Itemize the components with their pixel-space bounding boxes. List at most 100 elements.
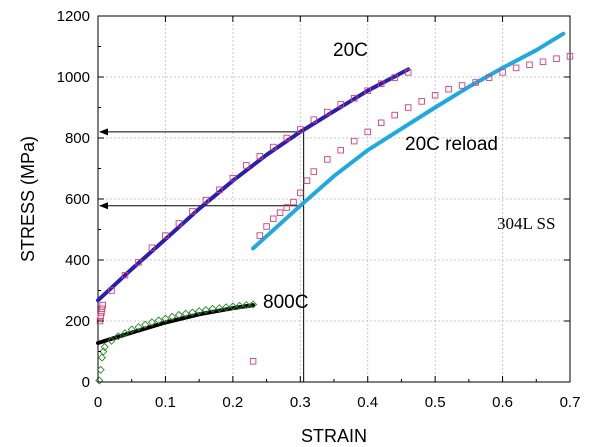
data-point-square	[553, 55, 560, 62]
data-point-diamond	[215, 304, 224, 313]
data-point-square	[270, 215, 277, 223]
data-point-square	[175, 220, 183, 227]
data-point-square	[310, 116, 318, 123]
data-point-square	[485, 74, 493, 81]
data-point-diamond	[154, 316, 163, 325]
data-point-diamond	[107, 336, 116, 345]
data-point-diamond	[228, 302, 237, 311]
data-point-square	[135, 259, 142, 266]
label-800c: 800C	[263, 292, 308, 313]
data-point-square	[418, 98, 425, 105]
x-tick-label: 0.5	[425, 394, 446, 411]
data-point-diamond	[96, 365, 105, 374]
x-tick-label: 0.7	[560, 394, 581, 411]
data-point-square	[121, 271, 129, 279]
data-point-diamond	[127, 325, 136, 334]
fit-curve-2	[96, 303, 256, 345]
data-point-square	[364, 87, 371, 94]
y-tick-label: 800	[65, 130, 90, 147]
data-point-square	[97, 313, 104, 320]
data-point-diamond	[242, 301, 251, 310]
y-tick-label: 200	[65, 313, 90, 330]
data-point-diamond	[100, 342, 109, 351]
data-point-diamond	[99, 347, 108, 356]
data-point-diamond	[235, 301, 244, 310]
data-point-square	[283, 134, 291, 142]
data-point-square	[472, 79, 479, 86]
data-point-square	[229, 175, 237, 182]
x-tick-label: 0.3	[290, 394, 311, 411]
data-point-square	[404, 104, 412, 111]
data-point-diamond	[181, 309, 190, 318]
data-point-square	[404, 69, 412, 76]
data-point-square	[337, 101, 344, 108]
label-material: 304L SS	[497, 214, 555, 233]
data-point-square	[350, 95, 358, 102]
data-point-square	[324, 156, 331, 163]
data-point-diamond	[95, 376, 104, 385]
data-series	[95, 31, 574, 385]
data-point-diamond	[97, 353, 107, 362]
data-point-diamond	[222, 303, 231, 312]
data-point-square	[283, 204, 291, 211]
data-point-square	[377, 119, 385, 127]
y-axis-title: STRESS (MPa)	[18, 136, 38, 262]
data-point-diamond	[120, 329, 130, 338]
data-point-diamond	[141, 320, 150, 329]
x-tick-label: 0.4	[357, 394, 378, 411]
y-tick-label: 600	[65, 191, 90, 208]
data-point-diamond	[168, 312, 177, 321]
data-point-square	[263, 223, 270, 230]
data-point-square	[431, 92, 439, 99]
data-point-square	[297, 126, 304, 133]
grid	[98, 16, 570, 382]
arrowhead	[99, 128, 108, 136]
data-point-diamond	[208, 304, 217, 313]
reference-lines	[99, 128, 305, 382]
label-20c: 20C	[333, 40, 368, 61]
x-tick-label: 0.6	[492, 394, 513, 411]
y-tick-label: 400	[65, 252, 90, 269]
data-point-square	[526, 61, 533, 69]
data-point-diamond	[147, 318, 156, 327]
data-point-square	[216, 186, 223, 194]
data-point-diamond	[195, 307, 204, 316]
data-point-square	[189, 207, 196, 215]
data-point-square	[256, 153, 264, 160]
x-tick-label: 0.2	[222, 394, 243, 411]
data-point-diamond	[201, 305, 210, 315]
axis-ticks: 0 0.1 0.2 0.3 0.4 0.5 0.6 0.7 0 200 400 600 800 1000 1…	[57, 8, 581, 411]
y-tick-label: 0	[82, 374, 90, 391]
data-point-square	[99, 301, 106, 309]
data-point-square	[364, 128, 371, 136]
data-point-square	[391, 74, 398, 81]
data-point-diamond	[174, 310, 183, 319]
data-point-square	[566, 53, 574, 60]
data-point-diamond	[161, 314, 170, 323]
data-point-square	[202, 196, 210, 204]
data-point-square	[350, 137, 358, 145]
data-point-square	[445, 85, 452, 93]
data-point-square	[98, 305, 106, 313]
data-point-square	[98, 309, 105, 316]
x-tick-label: 0	[94, 394, 102, 411]
data-point-square	[297, 189, 304, 197]
data-point-square	[148, 244, 156, 252]
data-point-square	[391, 111, 398, 119]
data-point-square	[337, 146, 344, 154]
data-point-square	[303, 177, 311, 184]
data-point-square	[243, 162, 250, 169]
data-point-square	[270, 143, 277, 151]
data-point-square	[256, 232, 264, 239]
fit-curve-1	[251, 31, 566, 251]
data-point-square	[458, 82, 466, 89]
data-point-diamond	[249, 300, 258, 309]
data-point-diamond	[134, 323, 143, 332]
data-point-square	[310, 168, 318, 175]
label-20c-reload: 20C reload	[405, 134, 498, 155]
x-tick-label: 0.1	[155, 394, 176, 411]
y-tick-label: 1000	[57, 69, 90, 86]
data-point-square	[249, 358, 257, 365]
data-point-square	[162, 232, 169, 239]
